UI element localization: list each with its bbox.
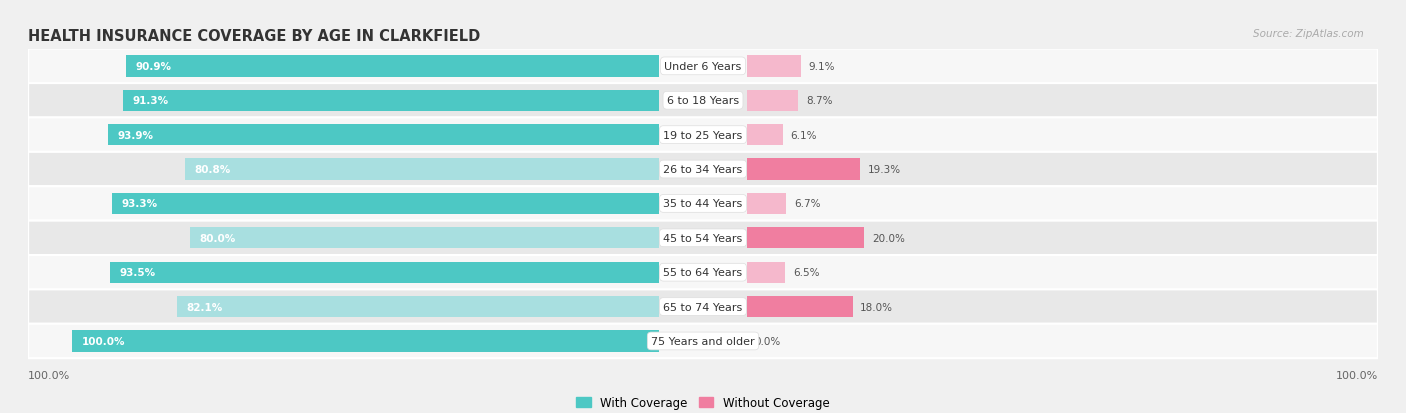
FancyBboxPatch shape [28, 152, 1378, 187]
Text: 19 to 25 Years: 19 to 25 Years [664, 131, 742, 140]
Text: 93.9%: 93.9% [118, 131, 153, 140]
Text: Source: ZipAtlas.com: Source: ZipAtlas.com [1253, 29, 1364, 39]
Text: 6.1%: 6.1% [790, 131, 817, 140]
Text: 80.0%: 80.0% [200, 233, 235, 243]
Bar [747, 296, 852, 318]
FancyBboxPatch shape [28, 255, 1378, 290]
Bar [125, 56, 659, 77]
Bar [747, 262, 786, 283]
Text: 65 to 74 Years: 65 to 74 Years [664, 302, 742, 312]
Bar [747, 90, 799, 112]
FancyBboxPatch shape [28, 187, 1378, 221]
Text: 0.0%: 0.0% [755, 336, 780, 346]
Text: 45 to 54 Years: 45 to 54 Years [664, 233, 742, 243]
Text: 100.0%: 100.0% [28, 370, 70, 380]
Text: 100.0%: 100.0% [82, 336, 125, 346]
Text: 93.5%: 93.5% [120, 268, 156, 278]
Text: 91.3%: 91.3% [132, 96, 169, 106]
Text: 9.1%: 9.1% [808, 62, 835, 72]
Bar [747, 193, 786, 215]
Text: 100.0%: 100.0% [1336, 370, 1378, 380]
Bar [747, 159, 860, 180]
Bar [747, 125, 783, 146]
Bar [747, 56, 800, 77]
Text: Under 6 Years: Under 6 Years [665, 62, 741, 72]
Bar [108, 125, 659, 146]
Text: 6.7%: 6.7% [794, 199, 821, 209]
Text: 35 to 44 Years: 35 to 44 Years [664, 199, 742, 209]
FancyBboxPatch shape [28, 50, 1378, 84]
Bar [190, 228, 659, 249]
FancyBboxPatch shape [28, 324, 1378, 358]
Text: 82.1%: 82.1% [187, 302, 224, 312]
Text: 93.3%: 93.3% [121, 199, 157, 209]
Text: 6.5%: 6.5% [793, 268, 820, 278]
Text: 80.8%: 80.8% [194, 165, 231, 175]
Bar [111, 193, 659, 215]
FancyBboxPatch shape [28, 118, 1378, 152]
Text: 8.7%: 8.7% [806, 96, 832, 106]
Legend: With Coverage, Without Coverage: With Coverage, Without Coverage [572, 392, 834, 413]
FancyBboxPatch shape [28, 84, 1378, 118]
FancyBboxPatch shape [28, 290, 1378, 324]
Text: 20.0%: 20.0% [872, 233, 905, 243]
Bar [72, 330, 659, 352]
Text: 55 to 64 Years: 55 to 64 Years [664, 268, 742, 278]
Text: 6 to 18 Years: 6 to 18 Years [666, 96, 740, 106]
Text: 75 Years and older: 75 Years and older [651, 336, 755, 346]
FancyBboxPatch shape [28, 221, 1378, 255]
Text: 90.9%: 90.9% [135, 62, 172, 72]
Text: HEALTH INSURANCE COVERAGE BY AGE IN CLARKFIELD: HEALTH INSURANCE COVERAGE BY AGE IN CLAR… [28, 29, 481, 44]
Text: 18.0%: 18.0% [860, 302, 893, 312]
Bar [124, 90, 659, 112]
Bar [747, 228, 865, 249]
Text: 26 to 34 Years: 26 to 34 Years [664, 165, 742, 175]
Bar [186, 159, 659, 180]
Bar [177, 296, 659, 318]
Bar [111, 262, 659, 283]
Text: 19.3%: 19.3% [868, 165, 901, 175]
